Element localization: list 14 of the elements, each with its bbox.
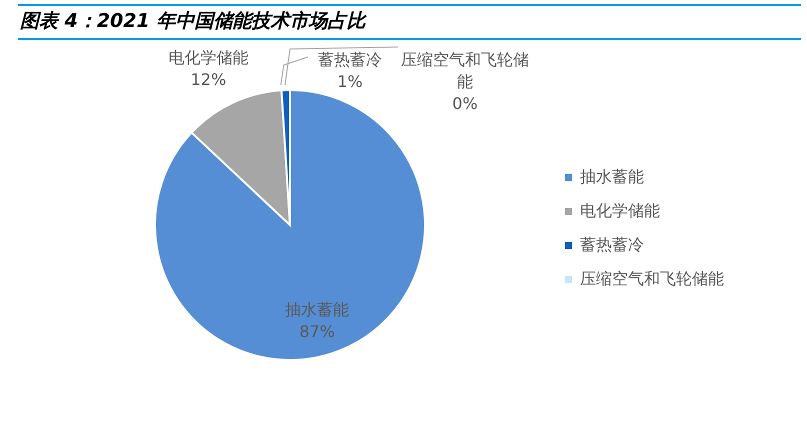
chart-title: 图表 4：2021 年中国储能技术市场占比 <box>20 9 366 34</box>
text: 0% <box>452 94 478 113</box>
data-label: 1% <box>336 71 364 93</box>
legend-label: 抽水蓄能 <box>580 166 644 188</box>
legend-label: 电化学储能 <box>580 200 660 222</box>
pie-slice <box>154 89 426 361</box>
data-label: 87% <box>298 321 336 344</box>
slice-label: 电化学储能 <box>167 47 250 70</box>
slice-label: 抽水蓄能 <box>284 299 350 322</box>
legend-label: 压缩空气和飞轮储能 <box>580 268 724 290</box>
data-label: 12% <box>190 69 228 92</box>
slice-label: 蓄热蓄冷 <box>317 49 383 71</box>
legend-label: 蓄热蓄冷 <box>580 234 644 256</box>
category-label: 压缩空气和飞轮储能 <box>401 50 529 91</box>
